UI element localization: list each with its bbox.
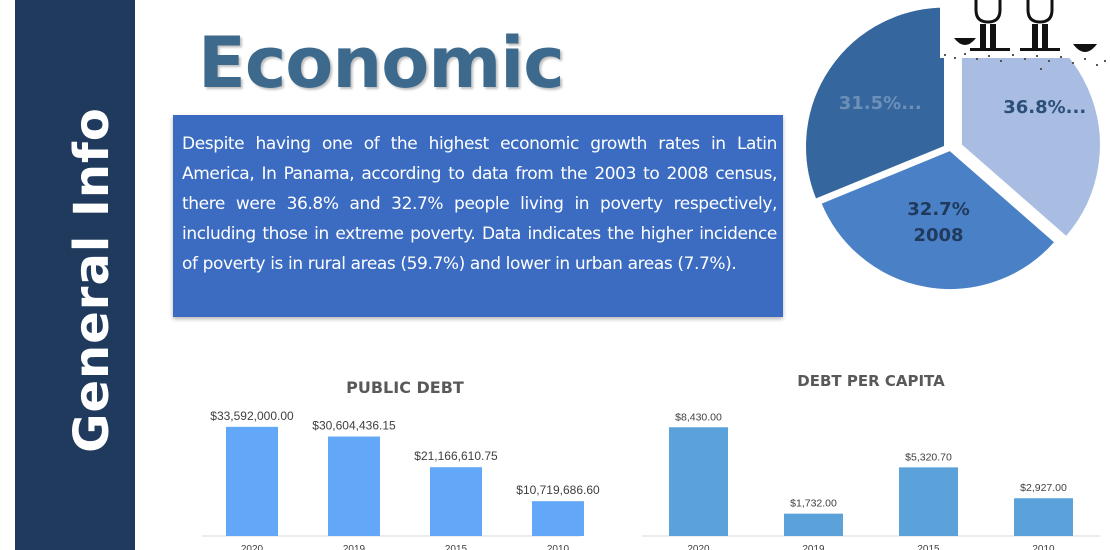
bar <box>899 467 958 536</box>
sidebar-title: General Info <box>64 107 120 453</box>
bar-value-label: $2,927.00 <box>1020 482 1067 494</box>
bar-category-label: 2015 <box>917 544 940 550</box>
bar <box>430 467 482 536</box>
bar-category-label: 2015 <box>445 544 468 550</box>
bar <box>532 501 584 536</box>
info-box: Despite having one of the highest econom… <box>173 115 783 317</box>
bar-category-label: 2019 <box>343 544 366 550</box>
debt-per-capita-chart: DEBT PER CAPITA $8,430.00 2020 $1,732.00 20… <box>642 372 1100 550</box>
bar-value-label: $5,320.70 <box>905 451 952 463</box>
public-debt-chart: PUBLIC DEBT $33,592,000.00 2020 $30,604,43… <box>202 378 600 550</box>
pie-slice-label: 36.8%... <box>1003 97 1086 118</box>
bar <box>784 513 843 536</box>
poverty-pie-chart: 36.8%... 32.7% 2008 31.5%... <box>804 4 1102 291</box>
sidebar: General Info <box>15 0 135 550</box>
page-title: Economic <box>198 22 565 104</box>
bar-value-label: $30,604,436.15 <box>312 419 396 433</box>
people-icon <box>940 0 1110 70</box>
bar-category-label: 2020 <box>687 544 710 550</box>
bar-category-label: 2010 <box>547 544 570 550</box>
bar <box>669 427 728 536</box>
pie-slice-sublabel: 2008 <box>913 225 963 246</box>
bar-category-label: 2020 <box>241 544 264 550</box>
bar-value-label: $8,430.00 <box>675 411 722 423</box>
bar-value-label: $1,732.00 <box>790 498 837 510</box>
bar-value-label: $10,719,686.60 <box>516 483 600 497</box>
pie-slice <box>819 148 1057 291</box>
bar <box>1014 498 1073 536</box>
public-debt-chart-title: PUBLIC DEBT <box>346 378 464 397</box>
bar-value-label: $33,592,000.00 <box>210 409 294 423</box>
info-text: Despite having one of the highest econom… <box>182 134 777 274</box>
bar <box>226 426 278 536</box>
bar <box>328 436 380 536</box>
debt-per-capita-chart-title: DEBT PER CAPITA <box>797 372 945 390</box>
bar-value-label: $21,166,610.75 <box>414 449 498 463</box>
pie-slice <box>804 5 947 202</box>
bar-category-label: 2010 <box>1032 544 1055 550</box>
pie-slice-label: 31.5%... <box>839 93 922 114</box>
bar-category-label: 2019 <box>802 544 825 550</box>
pie-slice-label: 32.7% <box>907 199 969 220</box>
